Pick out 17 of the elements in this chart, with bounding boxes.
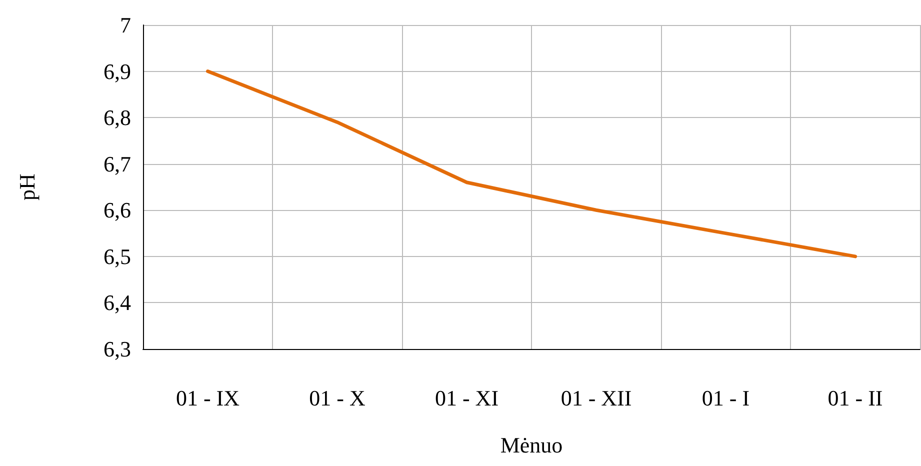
line-series bbox=[206, 70, 857, 258]
y-tick-label: 6,7 bbox=[104, 151, 131, 176]
x-tick-label: 01 - X bbox=[309, 386, 366, 410]
y-tick-label: 6,8 bbox=[104, 105, 131, 130]
y-tick-label: 6,6 bbox=[104, 198, 131, 223]
x-axis-title: Mėnuo bbox=[500, 432, 563, 458]
y-tick-label: 6,5 bbox=[104, 244, 131, 269]
x-tick-label: 01 - IX bbox=[176, 386, 240, 410]
x-tick-label: 01 - II bbox=[828, 386, 883, 410]
x-tick-label: 01 - XI bbox=[434, 386, 499, 410]
y-tick-label: 6,9 bbox=[104, 58, 131, 84]
y-tick-label: 6,3 bbox=[104, 336, 131, 362]
y-tick-label: 6,4 bbox=[104, 290, 131, 316]
y-axis-title: pH bbox=[14, 173, 40, 200]
x-tick-label: 01 - XII bbox=[560, 386, 632, 410]
x-tick-label: 01 - I bbox=[702, 386, 750, 410]
y-tick-label: 7 bbox=[120, 12, 131, 38]
